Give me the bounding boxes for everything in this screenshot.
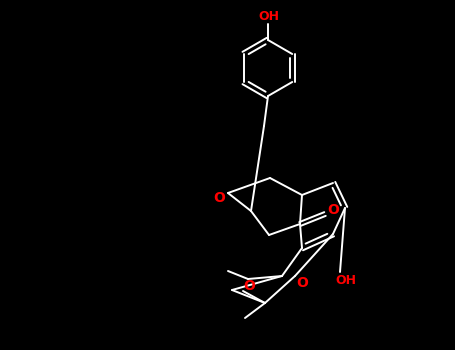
Text: OH: OH [335, 273, 357, 287]
Text: OH: OH [258, 10, 279, 23]
Text: O: O [327, 203, 339, 217]
Text: O: O [296, 276, 308, 290]
Text: O: O [243, 279, 255, 293]
Text: O: O [213, 191, 225, 205]
